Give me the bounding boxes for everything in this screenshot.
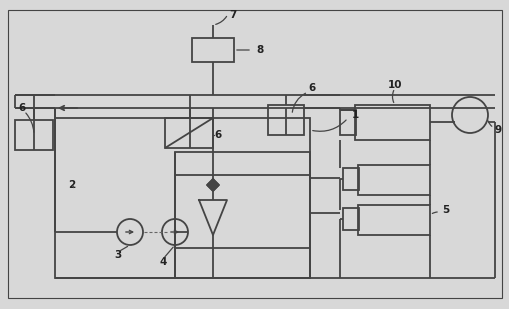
Text: 2: 2 xyxy=(68,180,75,190)
Bar xyxy=(357,165,429,195)
Text: 3: 3 xyxy=(114,250,121,260)
Text: 6: 6 xyxy=(214,130,221,140)
Text: 6: 6 xyxy=(18,103,25,113)
Bar xyxy=(191,38,234,62)
Bar xyxy=(357,205,429,235)
Bar xyxy=(55,118,309,278)
Bar xyxy=(354,105,429,140)
Bar xyxy=(343,168,358,190)
Text: 7: 7 xyxy=(229,10,236,20)
Text: 9: 9 xyxy=(493,125,500,135)
Text: 8: 8 xyxy=(256,45,263,55)
Bar xyxy=(165,118,213,148)
Text: 10: 10 xyxy=(387,80,402,90)
Polygon shape xyxy=(207,179,218,191)
Bar xyxy=(15,120,53,150)
Text: 1: 1 xyxy=(351,110,358,120)
Bar xyxy=(267,105,303,135)
Text: 5: 5 xyxy=(441,205,449,215)
Text: 6: 6 xyxy=(308,83,315,93)
Bar xyxy=(340,110,355,135)
Bar xyxy=(343,208,358,230)
Text: 4: 4 xyxy=(159,257,166,267)
Bar xyxy=(175,152,309,278)
